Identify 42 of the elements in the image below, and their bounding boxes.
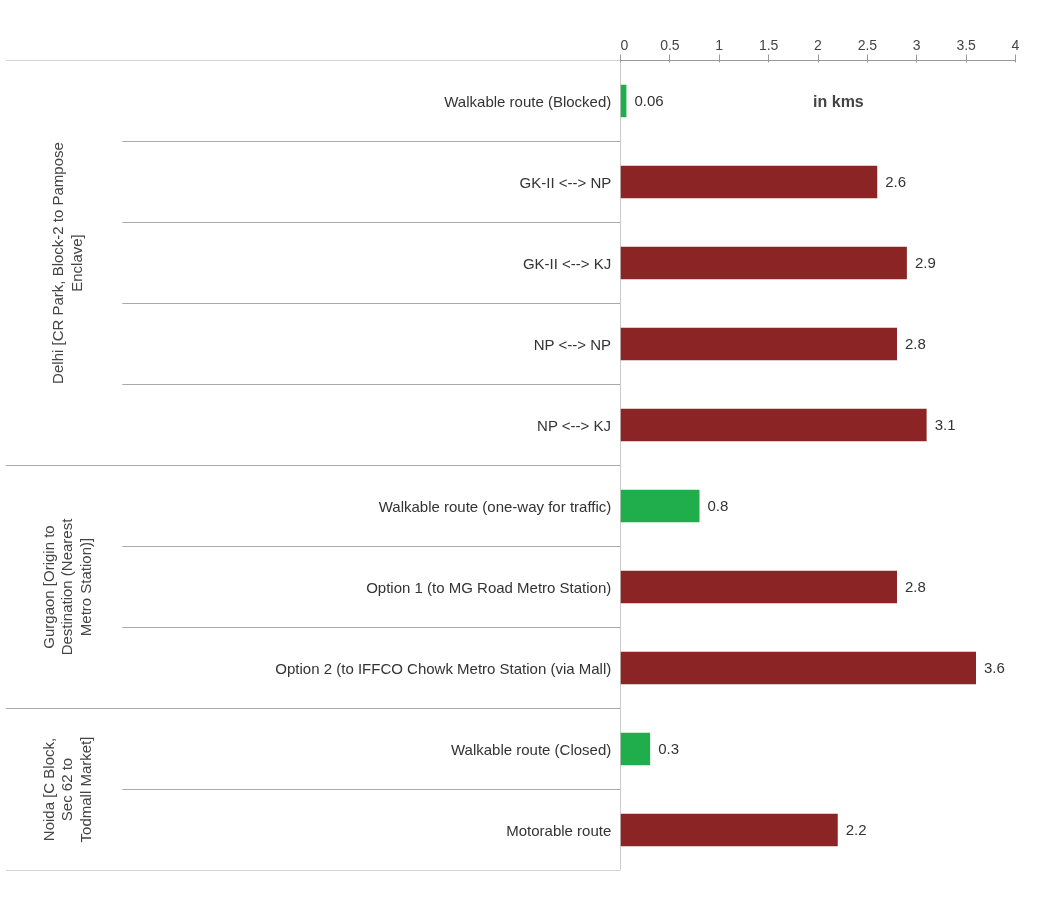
bar	[620, 813, 838, 847]
y-tick-label: Walkable route (Closed)	[450, 740, 612, 758]
data-label: 2.8	[905, 578, 926, 595]
data-label: 0.3	[658, 740, 679, 757]
y-tick-label: GK-II <--> KJ	[522, 254, 612, 272]
x-tick-label: 0	[620, 36, 629, 53]
bar	[620, 246, 907, 280]
x-tick-label: 3	[912, 36, 921, 53]
annotation: in kms	[813, 92, 864, 110]
data-label: 2.9	[914, 254, 936, 271]
bar	[620, 165, 878, 199]
data-label: 0.06	[634, 92, 664, 109]
data-label: 3.1	[934, 416, 956, 433]
bar	[620, 489, 700, 523]
data-label: 3.6	[984, 659, 1005, 676]
bar	[620, 408, 927, 442]
data-label: 2.8	[905, 335, 926, 352]
x-tick-label: 2	[814, 36, 823, 53]
data-label: 2.2	[845, 821, 867, 838]
text: Noida [C Block, Sec 62 to Todmall Market]	[39, 736, 95, 843]
text: Delhi [CR Park, Block-2 to Pampose Enclave]	[49, 142, 85, 384]
x-tick-label: 1.5	[758, 36, 779, 53]
text: Gurgaon [Origin to Destination (Nearest Metro Station)]	[39, 517, 95, 656]
bar	[620, 732, 651, 766]
y-tick-label: GK-II <--> NP	[519, 173, 612, 191]
y-tick-label: Motorable route	[506, 821, 612, 839]
x-tick-label: 2.5	[857, 36, 878, 53]
bar	[620, 327, 897, 361]
x-tick-label: 3.5	[956, 36, 977, 53]
data-label: 2.6	[885, 173, 907, 190]
bar	[620, 570, 897, 604]
y-tick-label: Option 2 (to IFFCO Chowk Metro Station (via Mall)	[275, 659, 612, 677]
x-tick-label: 1	[715, 36, 724, 53]
x-tick-label: 4	[1011, 36, 1020, 53]
y-tick-label: NP <--> NP	[533, 335, 612, 353]
x-tick-label: 0.5	[660, 36, 680, 53]
bar	[620, 651, 976, 685]
y-tick-label: Walkable route (one-way for traffic)	[378, 497, 612, 515]
y-tick-label: Walkable route (Blocked)	[444, 92, 612, 110]
data-label: 0.8	[707, 497, 729, 514]
y-tick-label: NP <--> KJ	[537, 416, 612, 434]
y-tick-label: Option 1 (to MG Road Metro Station)	[366, 578, 612, 596]
